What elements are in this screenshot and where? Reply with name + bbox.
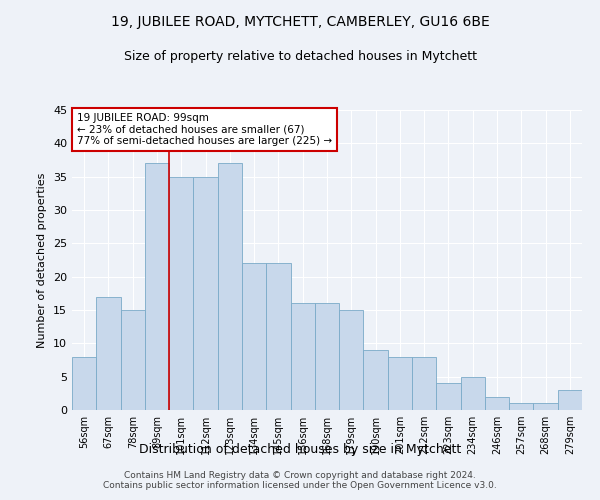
Bar [315,304,339,410]
Bar [533,404,558,410]
Bar [290,304,315,410]
Text: Size of property relative to detached houses in Mytchett: Size of property relative to detached ho… [124,50,476,63]
Y-axis label: Number of detached properties: Number of detached properties [37,172,47,348]
Bar [193,176,218,410]
Bar [96,296,121,410]
Bar [339,310,364,410]
Bar [266,264,290,410]
Bar [72,356,96,410]
Bar [436,384,461,410]
Text: Distribution of detached houses by size in Mytchett: Distribution of detached houses by size … [139,444,461,456]
Bar [509,404,533,410]
Bar [388,356,412,410]
Bar [461,376,485,410]
Bar [558,390,582,410]
Text: Contains HM Land Registry data © Crown copyright and database right 2024.
Contai: Contains HM Land Registry data © Crown c… [103,470,497,490]
Text: 19 JUBILEE ROAD: 99sqm
← 23% of detached houses are smaller (67)
77% of semi-det: 19 JUBILEE ROAD: 99sqm ← 23% of detached… [77,113,332,146]
Bar [412,356,436,410]
Bar [218,164,242,410]
Bar [169,176,193,410]
Bar [121,310,145,410]
Bar [145,164,169,410]
Bar [364,350,388,410]
Bar [242,264,266,410]
Bar [485,396,509,410]
Text: 19, JUBILEE ROAD, MYTCHETT, CAMBERLEY, GU16 6BE: 19, JUBILEE ROAD, MYTCHETT, CAMBERLEY, G… [110,15,490,29]
